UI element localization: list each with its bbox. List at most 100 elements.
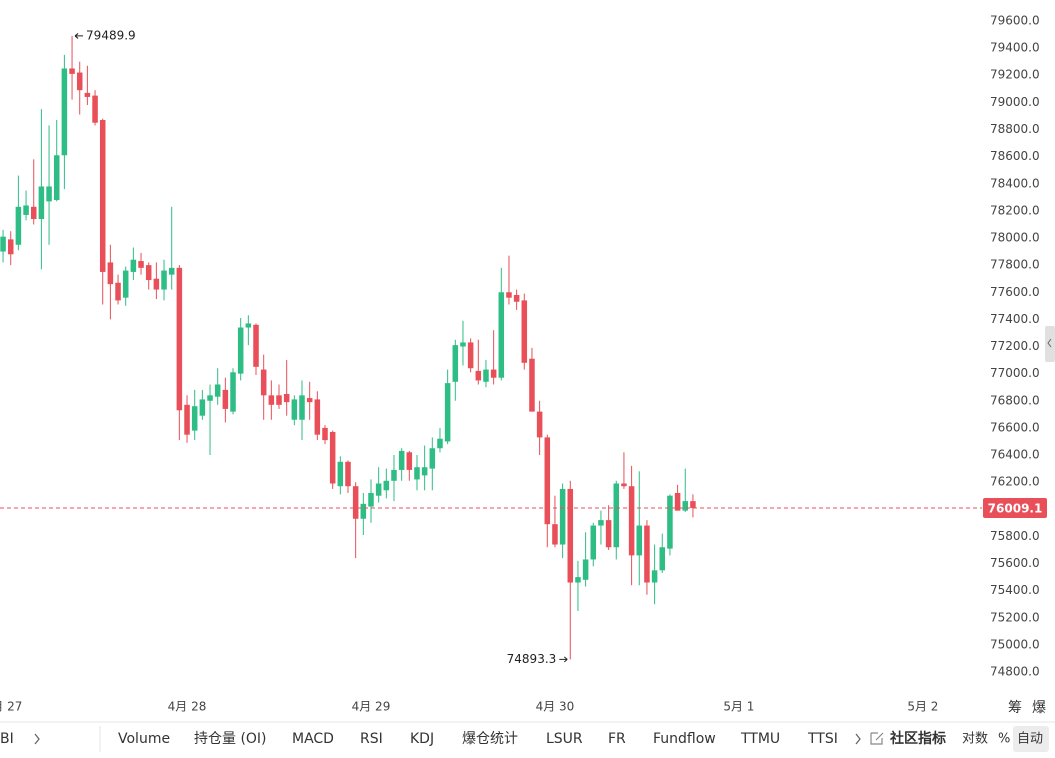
toolbar-item[interactable]: TTMU	[740, 731, 780, 747]
candle-body	[460, 342, 466, 347]
toolbar-community[interactable]: 社区指标	[889, 730, 946, 747]
y-tick-label: 79000.0	[990, 95, 1040, 109]
candle-body	[168, 267, 175, 275]
candle-body	[199, 399, 206, 416]
candle-body	[122, 270, 129, 298]
candle-body	[383, 480, 390, 491]
candle-body	[498, 292, 505, 378]
toolbar-item[interactable]: BI	[0, 731, 14, 747]
candle-body	[605, 520, 612, 548]
candle-body	[329, 431, 336, 484]
candle-body	[15, 206, 22, 245]
candle-body	[490, 369, 497, 378]
candle-body	[283, 393, 290, 403]
y-tick-label: 75000.0	[990, 637, 1040, 651]
toolbar-item[interactable]: MACD	[292, 731, 334, 747]
candle-body	[107, 262, 114, 285]
y-tick-label: 79600.0	[990, 13, 1040, 27]
candle-body	[176, 267, 183, 411]
chevron[interactable]	[855, 733, 861, 745]
candle-body	[651, 570, 658, 583]
candle-body	[0, 236, 6, 252]
toolbar-item[interactable]: Volume	[118, 731, 170, 747]
candle-body	[291, 399, 298, 420]
candle-body	[84, 92, 91, 97]
candle-body	[536, 411, 543, 438]
candle-body	[421, 467, 428, 476]
toolbar-item[interactable]: RSI	[360, 731, 383, 747]
candle-body	[345, 461, 351, 487]
toolbar-item[interactable]: LSUR	[546, 731, 583, 747]
x-tick-label: 5月 2	[907, 700, 938, 714]
candle-body	[306, 398, 313, 403]
candle-body	[253, 324, 259, 367]
candle-body	[452, 345, 459, 382]
candle-body	[406, 452, 413, 470]
candle-body	[483, 369, 489, 382]
min-arrow	[559, 656, 568, 663]
candle-body	[360, 503, 367, 519]
candle-body	[391, 469, 397, 481]
candle-body	[636, 525, 643, 556]
y-tick-label: 76200.0	[990, 475, 1040, 489]
y-tick-label: 78600.0	[990, 149, 1040, 163]
toolbar-item[interactable]: KDJ	[410, 731, 434, 747]
toolbar-item[interactable]: 持仓量 (OI)	[194, 731, 267, 747]
candle-body	[222, 389, 229, 409]
min-label: 74893.3	[507, 652, 557, 666]
candle-body	[207, 395, 213, 401]
toolbar-item[interactable]: FR	[608, 731, 626, 747]
x-tick-label: 4月 30	[536, 700, 575, 714]
side-button[interactable]: 筹	[1008, 699, 1022, 716]
candle-body	[567, 488, 574, 583]
max-label: 79489.9	[86, 28, 136, 42]
candle-body	[628, 486, 635, 556]
candle-body	[644, 525, 650, 583]
candle-body	[46, 186, 52, 202]
candle-body	[337, 461, 344, 487]
candle-body	[153, 278, 160, 290]
candle-body	[559, 488, 566, 545]
toolbar-item[interactable]: TTSI	[807, 731, 838, 747]
y-tick-label: 77800.0	[990, 258, 1040, 272]
candle-body	[429, 448, 436, 469]
candle-body	[138, 261, 144, 268]
toolbar-option[interactable]: %	[998, 732, 1010, 747]
side-button[interactable]: 爆	[1032, 700, 1046, 716]
candle-body	[161, 270, 167, 290]
candle-body	[276, 395, 282, 405]
y-tick-label: 76400.0	[990, 448, 1040, 462]
y-tick-label: 78400.0	[990, 176, 1040, 190]
candle-body	[552, 524, 558, 545]
y-tick-label: 78800.0	[990, 122, 1040, 136]
scroll-handle[interactable]	[1045, 326, 1055, 362]
toolbar-option[interactable]: 对数	[962, 732, 988, 747]
candle-body	[184, 404, 190, 435]
candle-body	[444, 383, 451, 442]
candle-body	[613, 483, 620, 548]
candle-body	[375, 483, 382, 496]
toolbar-option[interactable]: 自动	[1017, 732, 1043, 747]
candle-body	[521, 300, 528, 363]
candle-body	[245, 323, 252, 328]
last-price-label: 76009.1	[988, 502, 1043, 516]
edit-icon[interactable]	[870, 732, 884, 745]
candle-body	[299, 395, 305, 420]
candle-body	[506, 292, 512, 298]
toolbar-item[interactable]: Fundflow	[653, 731, 716, 747]
y-tick-label: 79400.0	[990, 41, 1040, 55]
candle-body	[667, 495, 673, 549]
candle-body	[92, 95, 98, 123]
candle-body	[475, 370, 482, 381]
candle-body	[99, 120, 106, 272]
candle-body	[268, 395, 275, 405]
toolbar-item[interactable]: 爆仓统计	[462, 731, 518, 747]
candle-body	[38, 186, 45, 220]
chevron[interactable]	[34, 733, 40, 745]
candle-body	[529, 358, 535, 412]
candle-body	[53, 155, 60, 201]
y-tick-label: 79200.0	[990, 68, 1040, 82]
y-tick-label: 74800.0	[990, 665, 1040, 679]
scroll-arrow	[1047, 338, 1052, 348]
